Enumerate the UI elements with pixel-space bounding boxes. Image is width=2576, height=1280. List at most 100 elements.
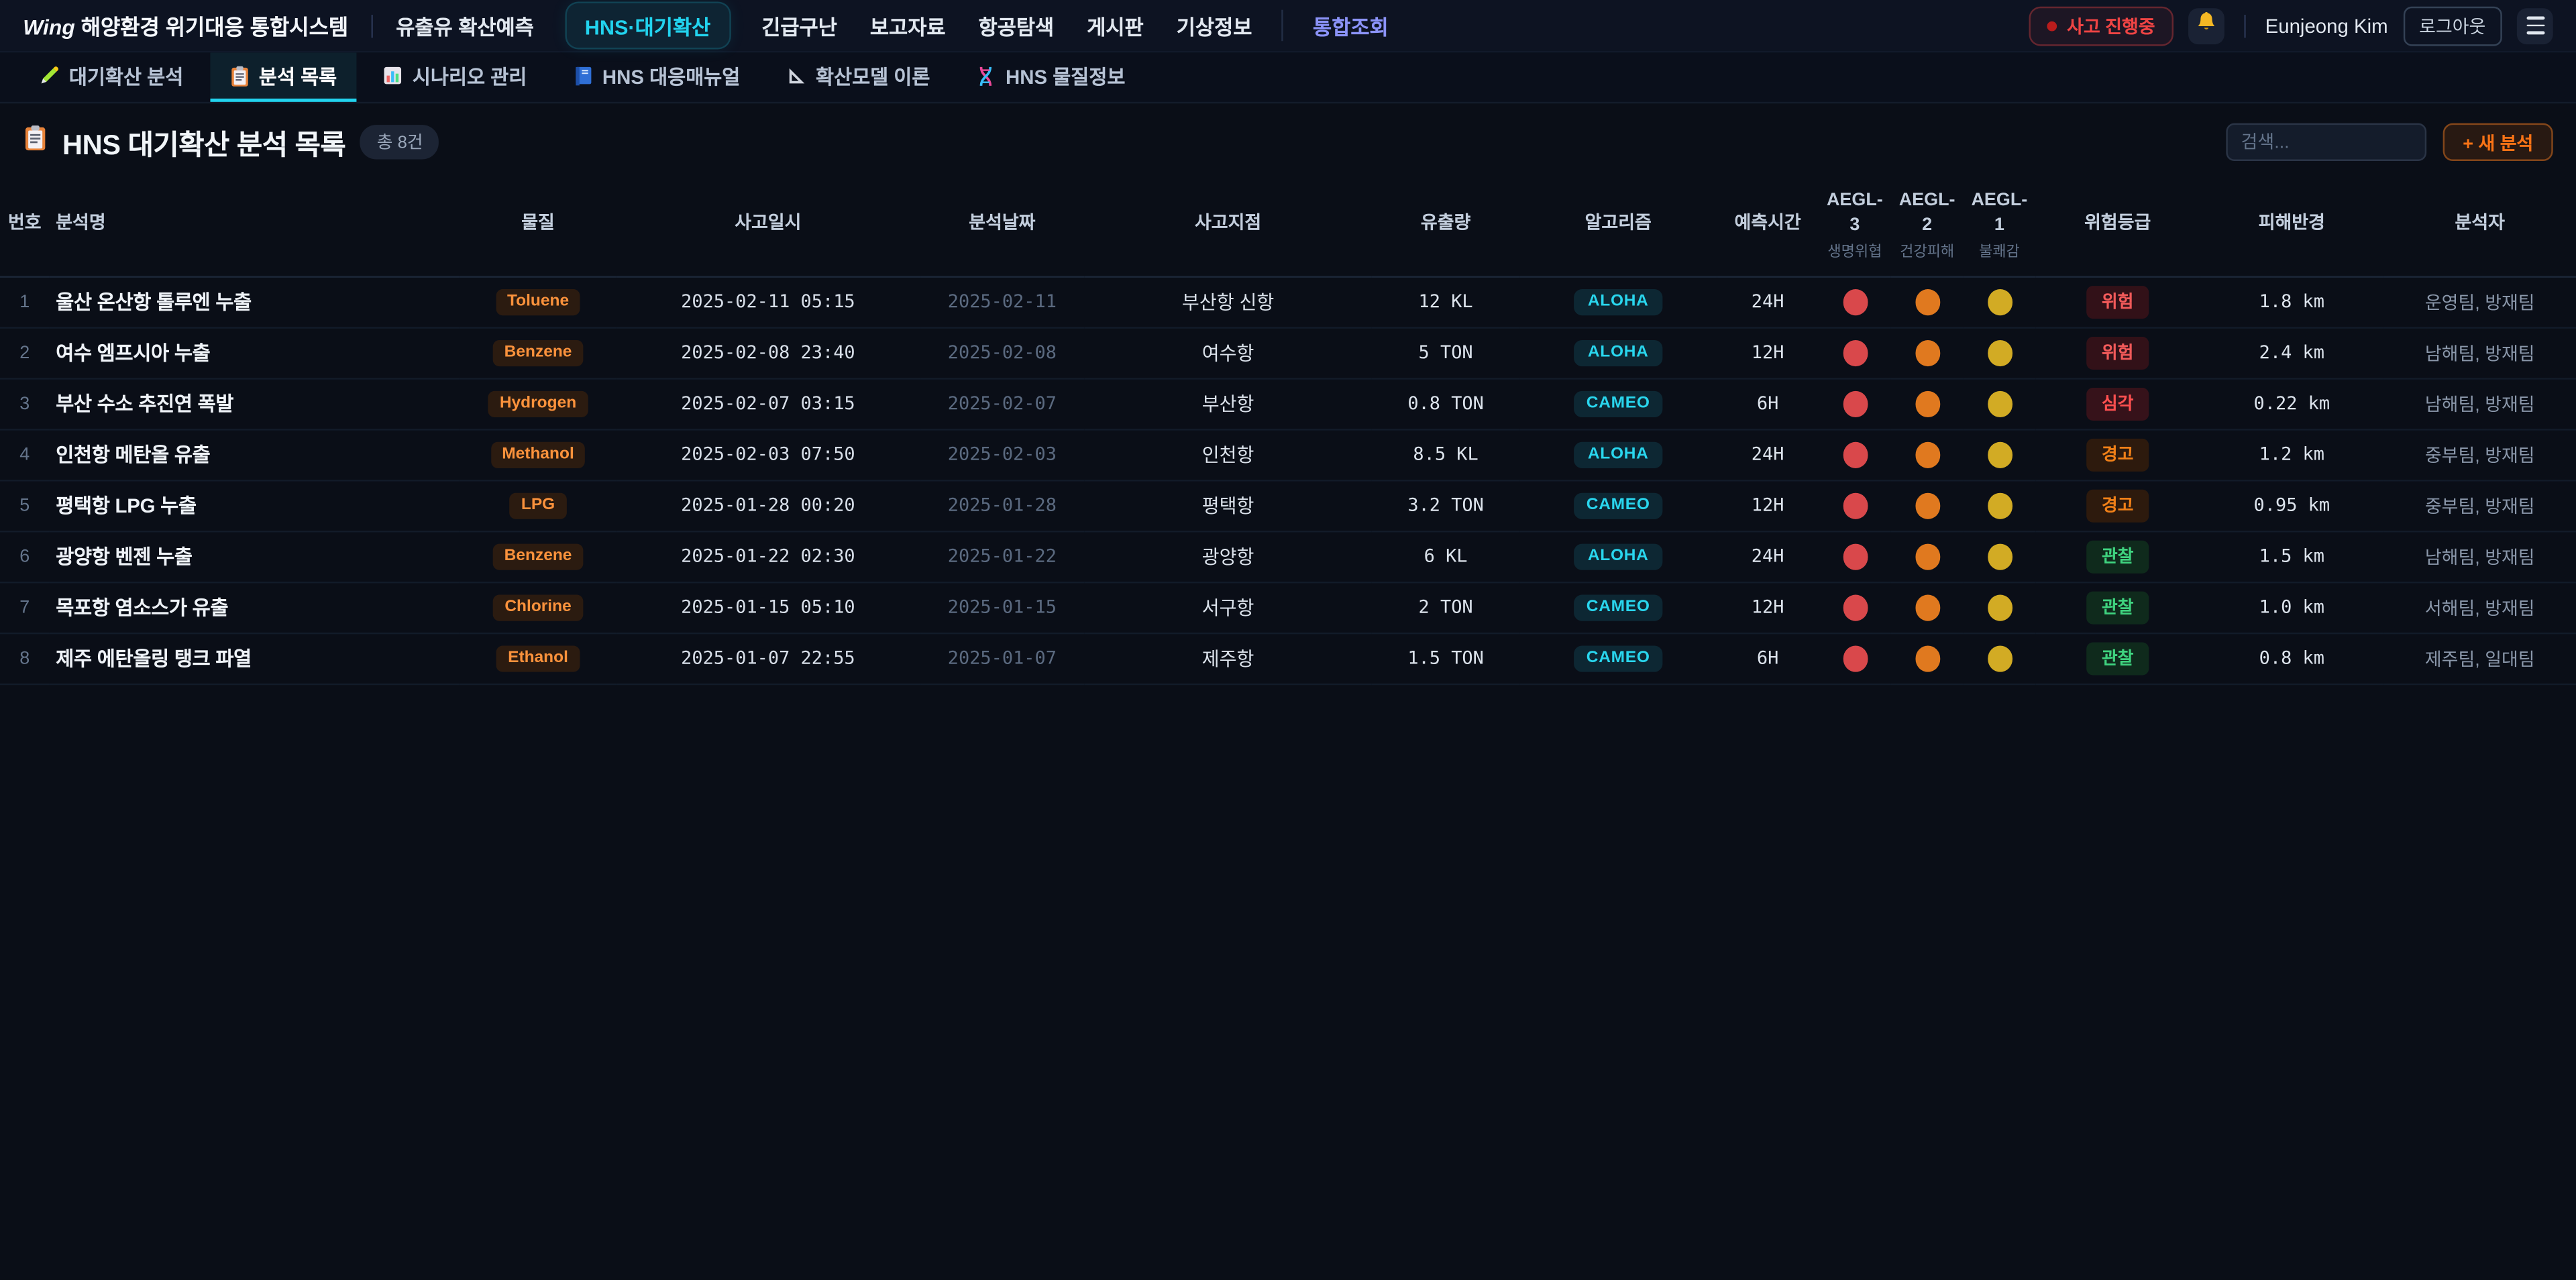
material-cell: Methanol <box>460 429 616 482</box>
tab-4[interactable]: 확산모델 이론 <box>767 52 950 101</box>
incident-location: 부산항 <box>1084 378 1372 431</box>
row-number: 6 <box>0 531 50 583</box>
table-row[interactable]: 1 울산 온산항 톨루엔 누출 Toluene 2025-02-11 05:15 202… <box>0 276 2576 329</box>
algorithm-badge: CAMEO <box>1573 390 1664 417</box>
search-input[interactable] <box>2226 123 2427 162</box>
aegl3-indicator <box>1842 340 1868 366</box>
nav-item-2[interactable]: 긴급구난 <box>761 16 837 40</box>
analyst-names: 서해팀, 방재팀 <box>2383 582 2576 634</box>
spill-amount: 3.2 TON <box>1371 480 1520 533</box>
damage-radius: 0.8 km <box>2200 633 2384 685</box>
material-cell: Ethanol <box>460 633 616 685</box>
nav-item-4[interactable]: 항공탐색 <box>978 16 1055 40</box>
incident-datetime: 2025-02-08 23:40 <box>616 327 920 380</box>
notification-button[interactable] <box>2188 7 2224 44</box>
column-header-10: AEGL-2 건강피해 <box>1890 177 1964 278</box>
aegl2-indicator <box>1915 289 1940 315</box>
tab-label: 대기확산 분석 <box>68 64 184 89</box>
table-row[interactable]: 8 제주 에탄올링 탱크 파열 Ethanol 2025-01-07 22:55 202… <box>0 633 2576 685</box>
new-analysis-button[interactable]: + 새 분석 <box>2443 123 2553 162</box>
table-row[interactable]: 6 광양항 벤젠 누출 Benzene 2025-01-22 02:30 2025-01… <box>0 531 2576 583</box>
incident-location: 여수항 <box>1084 327 1372 380</box>
pen-icon <box>40 66 59 85</box>
material-badge: Chlorine <box>493 594 583 621</box>
aegl3-indicator <box>1842 492 1868 519</box>
book-icon <box>573 66 592 86</box>
aegl1-indicator <box>1987 492 2012 519</box>
risk-badge: 관찰 <box>2087 591 2149 625</box>
spill-amount: 5 TON <box>1371 327 1520 380</box>
column-header-11: AEGL-1 불쾌감 <box>1963 177 2036 278</box>
forecast-duration: 24H <box>1717 531 1819 583</box>
material-cell: Benzene <box>460 327 616 380</box>
table-row[interactable]: 5 평택항 LPG 누출 LPG 2025-01-28 00:20 2025-01-28… <box>0 480 2576 533</box>
analyst-names: 중부팀, 방재팀 <box>2383 480 2576 533</box>
risk-badge: 위험 <box>2087 285 2149 319</box>
column-header-7: 알고리즘 <box>1519 177 1717 278</box>
spill-amount: 8.5 KL <box>1371 429 1520 482</box>
aegl3-cell <box>1819 633 1891 685</box>
forecast-duration: 12H <box>1717 480 1819 533</box>
column-header-0: 번호 <box>0 177 50 278</box>
aegl1-cell <box>1963 582 2036 634</box>
spill-amount: 0.8 TON <box>1371 378 1520 431</box>
aegl1-cell <box>1963 531 2036 583</box>
aegl3-indicator <box>1842 289 1868 315</box>
nav-item-5[interactable]: 게시판 <box>1087 16 1144 40</box>
table-header-row: 번호 분석명 물질 사고일시 분석날짜 사고지점 유출량 알고리즘 예측시간 AEGL-3 생명위협… <box>0 177 2576 278</box>
divider <box>371 13 373 38</box>
tab-label: HNS 대응매뉴얼 <box>602 64 741 89</box>
aegl2-indicator <box>1915 391 1940 417</box>
nav-item-3[interactable]: 보고자료 <box>869 16 946 40</box>
risk-cell: 경고 <box>2035 480 2200 533</box>
column-header-14: 분석자 <box>2383 177 2576 278</box>
incident-location: 부산항 신항 <box>1084 276 1372 329</box>
aegl2-cell <box>1890 582 1964 634</box>
analysis-date: 2025-01-28 <box>920 480 1085 533</box>
nav-item-1[interactable]: HNS·대기확산 <box>566 3 729 48</box>
table-row[interactable]: 7 목포항 염소스가 유출 Chlorine 2025-01-15 05:10 2025… <box>0 582 2576 634</box>
incident-location: 광양항 <box>1084 531 1372 583</box>
algorithm-badge: CAMEO <box>1573 645 1664 672</box>
tab-1[interactable]: 분석 목록 <box>209 52 357 102</box>
nav-item-7[interactable]: 통합조회 <box>1281 9 1389 42</box>
tab-5[interactable]: HNS 물질정보 <box>957 52 1145 101</box>
tab-label: HNS 물질정보 <box>1006 64 1126 89</box>
tab-0[interactable]: 대기확산 분석 <box>19 52 203 101</box>
table-row[interactable]: 3 부산 수소 추진연 폭발 Hydrogen 2025-02-07 03:15 202… <box>0 378 2576 431</box>
risk-cell: 관찰 <box>2035 582 2200 634</box>
damage-radius: 1.5 km <box>2200 531 2384 583</box>
forecast-duration: 24H <box>1717 429 1819 482</box>
tab-3[interactable]: HNS 대응매뉴얼 <box>553 52 759 101</box>
table-row[interactable]: 2 여수 엠프시아 누출 Benzene 2025-02-08 23:40 2025-0… <box>0 327 2576 380</box>
aegl1-cell <box>1963 429 2036 482</box>
page-header-actions: + 새 분석 <box>2226 123 2553 162</box>
tab-label: 확산모델 이론 <box>815 64 930 89</box>
dna-icon <box>976 65 996 87</box>
analysis-name: 부산 수소 추진연 폭발 <box>49 378 460 431</box>
incident-location: 제주항 <box>1084 633 1372 685</box>
algorithm-cell: ALOHA <box>1519 276 1717 329</box>
tab-2[interactable]: 시나리오 관리 <box>363 52 546 101</box>
aegl2-indicator <box>1915 594 1940 621</box>
logout-button[interactable]: 로그아웃 <box>2402 5 2502 46</box>
analysis-name: 여수 엠프시아 누출 <box>49 327 460 380</box>
analysis-date: 2025-02-07 <box>920 378 1085 431</box>
ruler-icon <box>786 66 806 85</box>
damage-radius: 2.4 km <box>2200 327 2384 380</box>
table-row[interactable]: 4 인천항 메탄올 유출 Methanol 2025-02-03 07:50 2025-… <box>0 429 2576 482</box>
incident-location: 서구항 <box>1084 582 1372 634</box>
analysis-name: 울산 온산항 톨루엔 누출 <box>49 276 460 329</box>
row-number: 3 <box>0 378 50 431</box>
risk-badge: 경고 <box>2087 438 2149 472</box>
aegl2-indicator <box>1915 492 1940 519</box>
aegl3-indicator <box>1842 441 1868 468</box>
menu-button[interactable] <box>2516 7 2553 44</box>
nav-item-0[interactable]: 유출유 확산예측 <box>396 16 534 40</box>
nav-item-6[interactable]: 기상정보 <box>1176 16 1252 40</box>
divider <box>2243 13 2246 38</box>
logo-wordmark: Wing <box>23 15 75 40</box>
column-header-2: 물질 <box>460 177 616 278</box>
algorithm-badge: ALOHA <box>1574 288 1662 315</box>
